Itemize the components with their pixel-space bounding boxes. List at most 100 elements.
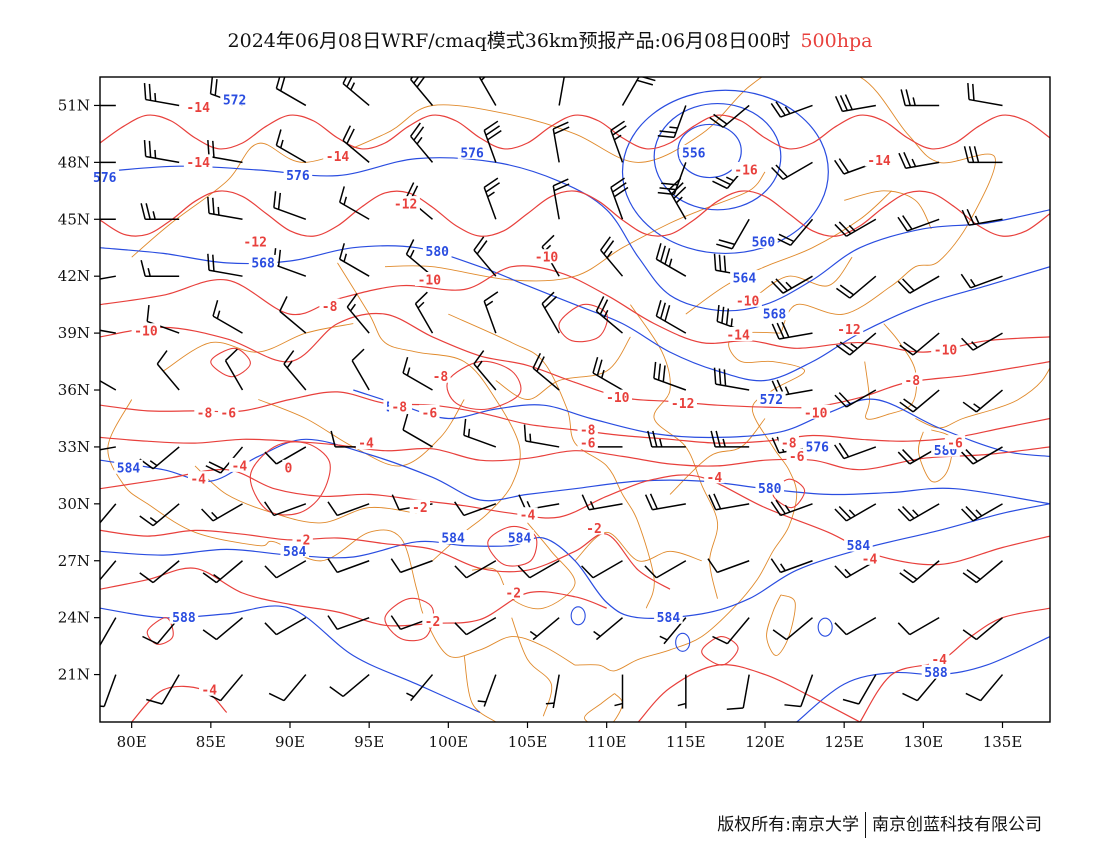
height-contour-label: 572 <box>760 393 783 408</box>
wind-barb <box>140 260 180 277</box>
wind-barb <box>264 501 307 517</box>
contour-label-bg <box>704 469 725 484</box>
lon-tick-label: 115E <box>666 733 706 751</box>
contour-label-bg <box>419 404 440 419</box>
lon-tick-label: 105E <box>508 733 548 751</box>
wind-barb <box>552 121 570 163</box>
temperature-contour-label: -8 <box>781 437 797 452</box>
height-contour <box>353 389 1050 457</box>
height-contour-label: 576 <box>286 169 310 184</box>
wind-barb <box>100 161 116 164</box>
wind-barb <box>202 560 243 584</box>
contour-label-bg <box>679 144 709 159</box>
height-contour-label: 580 <box>758 482 782 497</box>
temperature-contour-label: -10 <box>134 325 158 340</box>
contour-label-bg <box>422 243 452 258</box>
height-contour-label: 568 <box>763 308 787 323</box>
wind-barb <box>342 125 370 163</box>
temperature-contour-label: -10 <box>736 294 760 309</box>
temperature-contour-label: -8 <box>433 370 449 385</box>
contour-label-bg <box>902 372 923 387</box>
temperature-contour-label: -14 <box>867 154 891 169</box>
height-contour-loop <box>570 606 586 626</box>
contour-label-bg <box>778 435 799 450</box>
contour-label-bg <box>430 368 451 383</box>
height-contour-label: 588 <box>924 666 948 681</box>
contour-label-bg <box>654 609 683 624</box>
wind-barb <box>477 674 497 707</box>
height-contour-loop <box>675 632 691 652</box>
wind-barb <box>327 615 370 630</box>
lat-tick-label: 45N <box>58 210 90 228</box>
wind-barb <box>644 493 686 511</box>
contour-label-bg <box>229 457 250 472</box>
wind-barb <box>273 191 307 220</box>
title-main: 2024年06月08日WRF/cmaq模式36km预报产品:06月08日00时 <box>227 30 791 52</box>
boundary-line <box>511 617 553 717</box>
contour-label-bg <box>438 529 468 544</box>
wind-barb <box>770 499 813 517</box>
wind-barb <box>900 89 940 107</box>
wind-barb <box>327 501 370 517</box>
longitude-axis: 80E 85E 90E 95E 100E 105E 110E 115E 120E 125E 130E… <box>117 722 1023 751</box>
wind-barb <box>201 503 243 522</box>
wind-barb <box>275 77 307 107</box>
contour-label-bg <box>131 323 161 338</box>
temperature-contour-label: -2 <box>295 533 311 548</box>
wind-barb <box>726 674 750 710</box>
height-contour-label: 584 <box>283 545 307 560</box>
height-contour-label: 584 <box>847 539 871 554</box>
contour-label-bg <box>668 395 697 410</box>
wind-barb <box>275 129 307 164</box>
wind-barb <box>390 558 433 574</box>
wind-barb <box>898 152 940 170</box>
wind-barb <box>897 215 940 232</box>
wind-barb <box>414 291 434 334</box>
temperature-contour-label: -14 <box>186 156 210 171</box>
wind-barb <box>329 673 370 698</box>
temperature-contour-loop <box>701 636 739 666</box>
latitude-axis: 51N 48N 45N 42N 39N 36N 33N 30N 27N 24N 21N <box>58 96 100 684</box>
temperature-contour-label: -6 <box>220 406 236 421</box>
height-contour-label: 588 <box>172 611 196 626</box>
wind-barb <box>202 617 243 641</box>
wind-barb <box>581 560 623 579</box>
height-contour-label: 568 <box>251 256 275 271</box>
wind-barb <box>342 77 370 107</box>
temperature-contour-label: -14 <box>726 329 750 344</box>
temperature-contour-label: -10 <box>804 406 828 421</box>
wind-barb <box>100 218 116 221</box>
wind-barb <box>835 275 877 299</box>
contour-label-bg <box>457 144 487 159</box>
lon-tick-label: 120E <box>745 733 785 751</box>
wind-barb <box>100 560 117 581</box>
height-contour-label: 560 <box>752 236 776 251</box>
temperature-contour-label: -8 <box>580 423 596 438</box>
contour-label-bg <box>409 499 431 514</box>
wind-barb <box>770 558 813 574</box>
wind-barb <box>710 430 750 448</box>
wind-barb <box>771 275 813 294</box>
contour-label-bg <box>280 543 310 558</box>
wind-barb <box>483 120 502 163</box>
temperature-contour-layer <box>100 114 1050 722</box>
wind-barb <box>541 291 560 334</box>
lat-tick-label: 48N <box>58 153 90 171</box>
temperature-contour <box>100 265 1050 353</box>
temperature-contour-loop <box>558 303 608 343</box>
temperature-contour-loop <box>210 347 251 378</box>
wind-barb <box>351 348 370 391</box>
lat-tick-label: 24N <box>58 609 90 627</box>
height-contour-label: 572 <box>223 93 246 108</box>
lon-tick-label: 135E <box>983 733 1023 751</box>
wind-barb <box>644 560 687 579</box>
boundary-line <box>630 304 718 599</box>
wind-barb <box>279 296 307 334</box>
temperature-contour-label: -8 <box>391 401 407 416</box>
contour-label-bg <box>283 167 313 182</box>
wind-barb <box>339 186 370 220</box>
boundary-line <box>844 190 932 230</box>
boundary-line <box>107 399 576 666</box>
lat-tick-label: 42N <box>58 267 90 285</box>
wind-barb <box>100 503 117 524</box>
